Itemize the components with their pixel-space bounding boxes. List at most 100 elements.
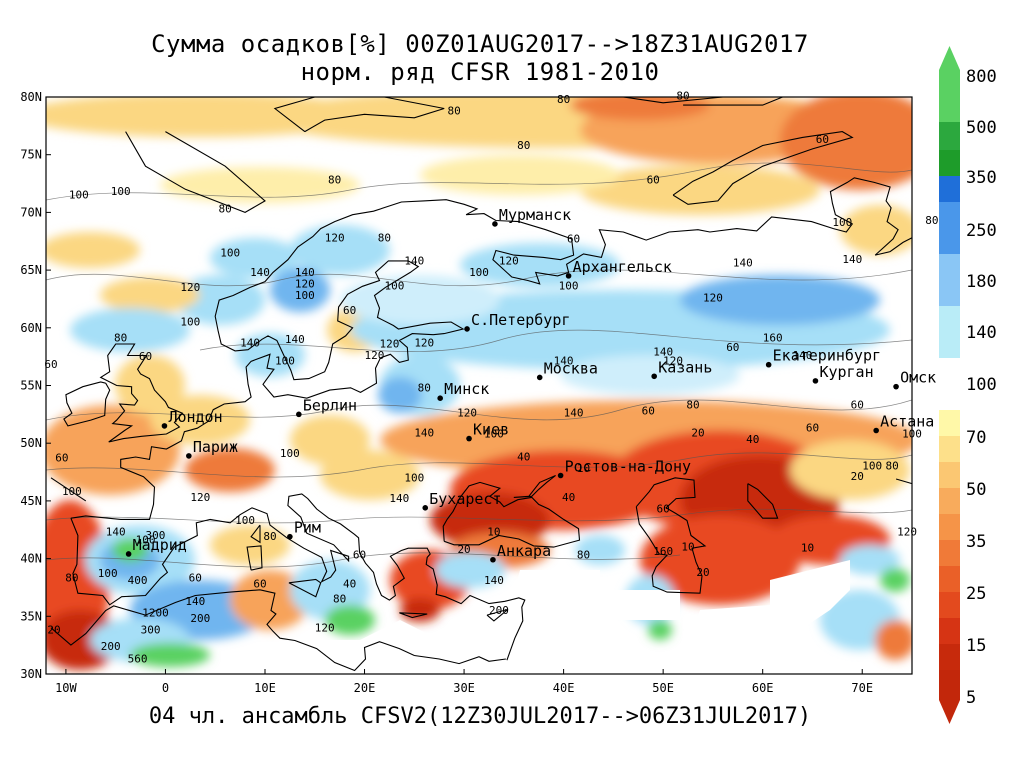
contour-label: 140	[733, 257, 753, 270]
contour-label: 60	[726, 341, 739, 354]
contour-label: 80	[557, 93, 570, 106]
city-label: Омск	[900, 369, 936, 387]
map-title: Сумма осадков[%] 00Z01AUG2017-->18Z31AUG…	[151, 30, 809, 58]
contour-label: 140	[389, 492, 409, 505]
legend-label: 140	[966, 323, 997, 343]
contour-label: 60	[343, 304, 356, 317]
legend-swatch	[939, 70, 960, 122]
legend-swatch	[939, 410, 960, 436]
city-dot	[812, 378, 819, 384]
coastline	[288, 578, 322, 598]
city-dot	[492, 221, 498, 227]
contour-label: 140	[295, 266, 315, 279]
city-dot	[651, 373, 657, 380]
city-dot	[287, 533, 293, 540]
city-dot	[873, 427, 879, 434]
contour-label: 80	[263, 530, 276, 543]
precipitation-field	[46, 97, 912, 674]
contour-label: 100	[136, 534, 156, 547]
lon-tick-label: 50E	[652, 681, 674, 695]
city-dot	[437, 395, 443, 401]
legend-swatch	[939, 176, 960, 202]
coastline	[672, 131, 854, 205]
contour-label: 140	[404, 254, 424, 267]
contour-label: 120	[703, 291, 723, 304]
ensemble-caption: 04 чл. ансамбль CFSV2(12Z30JUL2017-->06Z…	[148, 704, 812, 729]
contour-label: 100	[295, 289, 315, 302]
city-label: Бухарест	[429, 490, 501, 508]
legend-swatch	[939, 150, 960, 176]
lat-tick-label: 40N	[20, 552, 42, 566]
contour-label: 120	[315, 621, 335, 634]
legend-label: 500	[966, 118, 997, 138]
lat-tick-label: 35N	[20, 609, 42, 623]
contour-label: 10	[681, 541, 694, 554]
city-dot	[466, 435, 472, 442]
contour-label: 1200	[142, 606, 169, 619]
legend-swatch	[939, 436, 960, 462]
contour-label: 100	[862, 460, 882, 473]
legend-swatch	[939, 618, 960, 644]
coastline-outlines	[50, 96, 913, 672]
city-label: Берлин	[303, 396, 357, 414]
legend-swatch	[939, 254, 960, 306]
lon-tick-label: 10W	[55, 681, 77, 695]
coastline	[246, 545, 263, 571]
contour-label: 80	[65, 572, 78, 585]
contour-label: 10	[487, 526, 500, 539]
contour-label: 100	[69, 189, 89, 202]
contour-label: 140	[484, 574, 504, 587]
latitude-axis: 30N 35N 40N 45N 50N 55N 60N 65N 70N 75N 80N	[20, 90, 51, 681]
contour-label: 60	[806, 422, 819, 435]
contour-label: 120	[663, 355, 683, 368]
legend-bottom-arrow	[939, 700, 960, 724]
contour-label: 140	[185, 595, 205, 608]
contour-label: 60	[816, 133, 829, 146]
city-label: Рим	[294, 519, 321, 537]
contour-label: 80	[686, 399, 699, 412]
coastline	[747, 483, 779, 519]
contour-label: 400	[128, 574, 148, 587]
contour-label: 100	[180, 315, 200, 328]
legend-label: 180	[966, 272, 997, 292]
city-label: Мурманск	[499, 206, 571, 224]
contour-label: 20	[47, 624, 60, 637]
contour-label: 100	[484, 427, 504, 440]
legend-swatch	[939, 306, 960, 358]
contour-label: 40	[562, 491, 575, 504]
contour-label: 140	[842, 253, 862, 266]
contour-label: 120	[379, 337, 399, 350]
city-dot	[557, 472, 564, 479]
legend-label: 35	[966, 532, 986, 552]
contour-label: 60	[657, 502, 670, 515]
contour-label: 120	[295, 277, 315, 290]
contour-label: 160	[763, 332, 783, 345]
contour-label: 140	[285, 333, 305, 346]
coastline	[99, 343, 184, 443]
contour-label: 100	[832, 216, 852, 229]
city-dot	[536, 374, 543, 381]
contour-label: 60	[647, 174, 660, 187]
legend-swatch	[939, 462, 960, 488]
city-dot	[893, 383, 899, 390]
legend-swatch	[939, 514, 960, 540]
legend-swatch	[939, 644, 960, 670]
contour-label: 100	[559, 280, 579, 293]
lat-tick-label: 70N	[20, 205, 42, 219]
contour-label: 100	[111, 185, 131, 198]
city-label: Лондон	[168, 408, 222, 426]
legend-label: 50	[966, 480, 986, 500]
city-label: Екатеринбург	[773, 347, 881, 365]
contour-label: 120	[457, 407, 477, 420]
legend-swatch	[939, 592, 960, 618]
contour-label: 60	[642, 404, 655, 417]
lat-tick-label: 55N	[20, 379, 42, 393]
contour-label: 80	[114, 332, 127, 345]
contour-label: 80	[676, 89, 689, 102]
contour-label: 100	[275, 355, 295, 368]
contour-label: 40	[517, 451, 530, 464]
city-label: Киев	[473, 421, 509, 439]
coastline	[442, 481, 581, 548]
lat-tick-label: 30N	[20, 667, 42, 681]
coastline	[70, 493, 526, 661]
